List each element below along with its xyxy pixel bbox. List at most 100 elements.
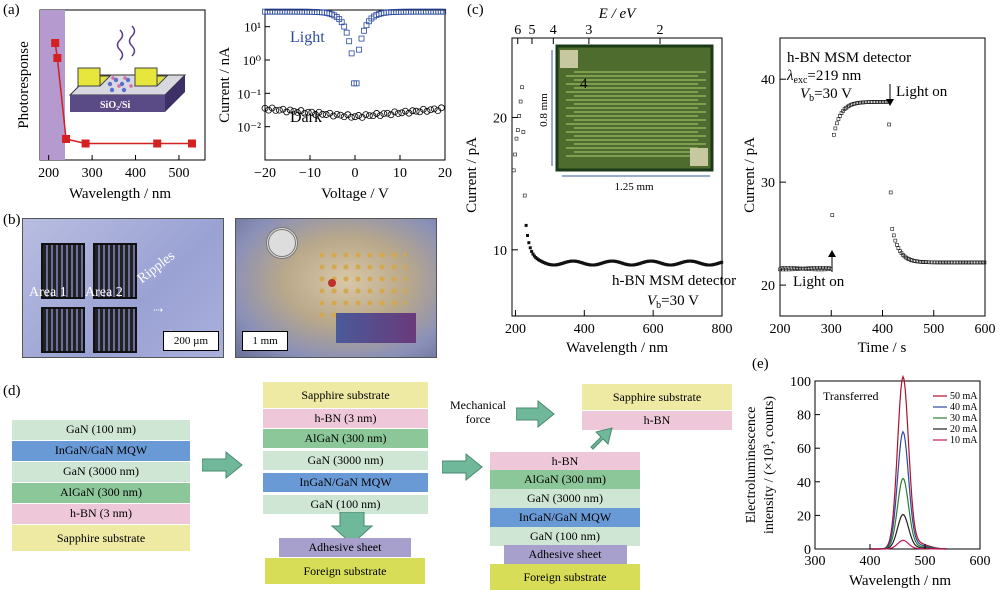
- spectrum-point: [521, 130, 526, 134]
- a-left-ylabel: Photoresponse: [16, 41, 32, 129]
- dark-point: [383, 109, 391, 117]
- light-point: [361, 27, 367, 34]
- c-left-title: h-BN MSM detector: [612, 273, 736, 289]
- time-response-plot: 200 300 400 500 600 20 30 40 h-BN MSM detector…: [742, 37, 996, 356]
- light-point: [343, 29, 350, 36]
- e-ytick: 100: [790, 375, 811, 390]
- a-right-ytick: 10⁻²: [237, 120, 261, 135]
- dark-point: [401, 107, 409, 115]
- c-right-xlabel: Time / s: [858, 340, 907, 356]
- dark-point: [369, 112, 377, 120]
- layer-gan-100-nm: GaN (100 nm): [490, 527, 640, 546]
- area-2-label: Area 2: [85, 285, 123, 300]
- dark-point: [362, 111, 370, 119]
- dark-point: [337, 111, 344, 119]
- legend-entry: 40 mA: [950, 402, 978, 413]
- photoresponse-point: [187, 139, 196, 148]
- photoresponse-point: [153, 139, 162, 148]
- spectrum-point: [527, 241, 531, 245]
- layer-algan-300-nm: AlGaN (300 nm): [263, 429, 428, 448]
- time-point: [888, 190, 893, 195]
- e-ylabel-2: intensity / (×10³, counts): [762, 396, 777, 534]
- dark-point: [351, 113, 359, 121]
- dark-point: [344, 111, 352, 119]
- e-xtick: 600: [970, 554, 991, 569]
- time-point: [832, 132, 836, 137]
- mech-label-line1: Mechanical: [450, 398, 506, 412]
- c-left-xtick: 200: [505, 322, 526, 337]
- spectrum-point: [524, 223, 528, 227]
- c-left-xtick: 600: [643, 322, 664, 337]
- layer-gan-3000-nm: GaN (3000 nm): [263, 451, 428, 470]
- top-axis-label: E / eV: [598, 6, 637, 22]
- c-right-xtick: 600: [975, 322, 996, 337]
- light-point: [358, 35, 365, 42]
- dark-point: [308, 108, 316, 116]
- a-left-xtick: 400: [125, 166, 146, 181]
- mech-label-line2: force: [465, 412, 491, 426]
- layer-h-bn: h-BN: [490, 452, 640, 471]
- c-right-ylabel: Current / pA: [742, 137, 758, 213]
- electrode-area-1: [41, 243, 85, 299]
- spectrum-point: [531, 252, 535, 256]
- c-right-xtick: 500: [923, 322, 944, 337]
- dark-point: [286, 106, 294, 114]
- inset-dim-height: 0.8 mm: [538, 93, 550, 127]
- top-tick: 6: [514, 23, 521, 38]
- time-point: [833, 126, 838, 131]
- panel-label-c: (c): [467, 2, 484, 18]
- layer-gan-100-nm: GaN (100 nm): [263, 495, 428, 514]
- dark-point: [261, 104, 269, 112]
- a-right-ytick: 10⁰: [243, 53, 261, 68]
- e-xlabel: Wavelength / nm: [849, 573, 951, 589]
- layer-sapphire-substrate: Sapphire substrate: [582, 384, 732, 410]
- e-ytick: 80: [797, 409, 811, 424]
- dark-point: [380, 110, 388, 118]
- photoresponse-point: [51, 39, 60, 47]
- dark-point: [347, 113, 355, 121]
- panel-label-d: (d): [3, 383, 21, 399]
- spectrum-point: [522, 193, 527, 198]
- dark-point: [394, 110, 402, 117]
- dark-point: [322, 111, 330, 118]
- legend-entry: 30 mA: [950, 413, 978, 424]
- process-arrow-down: [330, 512, 374, 545]
- dark-label: Dark: [290, 109, 322, 126]
- process-arrow-1: [202, 450, 243, 480]
- spectrum-point: [517, 114, 522, 118]
- time-point: [895, 243, 899, 247]
- layer-sapphire-substrate: Sapphire substrate: [263, 382, 428, 408]
- area-1-label: Area 1: [29, 285, 67, 300]
- legend-entry: 20 mA: [950, 424, 978, 435]
- transferred-tag: Transferred: [823, 389, 879, 403]
- electrode-area-3: [41, 307, 85, 353]
- spectrum-point: [520, 85, 524, 90]
- spectrum-point: [525, 234, 529, 238]
- light-point: [348, 50, 355, 57]
- dark-point: [301, 109, 308, 117]
- dark-point: [265, 106, 272, 114]
- time-point: [887, 122, 891, 127]
- c-right-xtick: 300: [821, 322, 842, 337]
- c-left-ytick: 20: [493, 111, 507, 126]
- layer-ingan-gan-mqw: InGaN/GaN MQW: [490, 508, 640, 527]
- light-point: [353, 80, 360, 87]
- ripples-label: Ripples: [135, 248, 178, 287]
- legend-entry: 10 mA: [950, 435, 978, 446]
- c-right-ytick: 30: [761, 176, 775, 191]
- top-tick: 2: [657, 23, 664, 38]
- c-left-ylabel: Current / pA: [464, 137, 480, 213]
- device-illustration: SiO₂/Si: [68, 25, 187, 112]
- time-point: [890, 227, 895, 231]
- e-xtick: 400: [860, 554, 881, 569]
- e-ytick: 40: [797, 476, 811, 491]
- layer-gan-100-nm: GaN (100 nm): [12, 420, 190, 440]
- photoresponse-point: [62, 135, 71, 143]
- photoresponse-point: [53, 54, 62, 62]
- dark-point: [423, 107, 431, 115]
- ripple-arrows: ⇢: [153, 303, 164, 317]
- dark-point: [391, 108, 399, 116]
- e-xtick: 500: [915, 554, 936, 569]
